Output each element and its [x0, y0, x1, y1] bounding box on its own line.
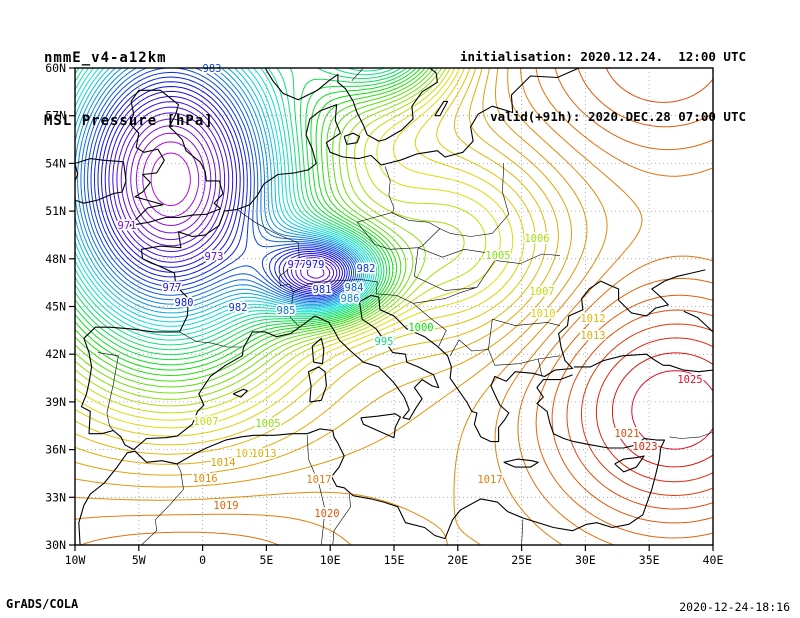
grads-credit: GrADS/COLA	[6, 597, 79, 611]
contour-label: 1025	[677, 374, 702, 386]
contour-label: 1017	[306, 474, 331, 486]
contour-label: 1005	[485, 250, 510, 262]
lon-tick-label: 10W	[65, 553, 86, 567]
contour-label: 1023	[632, 441, 657, 453]
lat-tick-label: 33N	[45, 490, 66, 504]
contour-label: 983	[203, 63, 222, 75]
lon-tick-label: 40E	[703, 553, 724, 567]
contour-label: 979	[306, 259, 325, 271]
contour-label: 1021	[614, 428, 639, 440]
contour-label: 986	[341, 293, 360, 305]
contour-label: 973	[205, 251, 224, 263]
contour-label: 1012	[235, 448, 260, 460]
lat-tick-label: 36N	[45, 443, 66, 457]
lat-tick-label: 54N	[45, 156, 66, 170]
contour-label: 981	[313, 284, 332, 296]
contour-label: 1000	[408, 322, 433, 334]
contour-label: 1014	[210, 457, 235, 469]
valid-time-label: valid(+91h): 2020.DEC.28 07:00 UTC	[490, 109, 746, 124]
contour-label: 1020	[314, 508, 339, 520]
lon-tick-label: 30E	[575, 553, 596, 567]
contour-label: 1010	[530, 308, 555, 320]
contour-label: 971	[118, 220, 137, 232]
lat-tick-label: 45N	[45, 300, 66, 314]
contour-label: 982	[229, 302, 248, 314]
contour-label: 1013	[580, 330, 605, 342]
creation-timestamp: 2020-12-24-18:16	[679, 600, 790, 614]
contour-label: 995	[375, 336, 394, 348]
lon-tick-label: 0	[199, 553, 206, 567]
lat-tick-label: 42N	[45, 347, 66, 361]
contour-label: 1016	[192, 473, 217, 485]
contour-label: 1013	[251, 448, 276, 460]
country-borders	[97, 68, 713, 545]
lat-tick-label: 57N	[45, 109, 66, 123]
lat-tick-label: 30N	[45, 538, 66, 552]
lon-tick-label: 5E	[259, 553, 273, 567]
contour-label: 1007	[193, 416, 218, 428]
lon-tick-label: 35E	[639, 553, 660, 567]
contour-label: 977	[288, 259, 307, 271]
plot-header-right: initialisation: 2020.12.24. 12:00 UTC va…	[460, 7, 746, 167]
contour-label: 1005	[255, 418, 280, 430]
contour-label: 1012	[580, 313, 605, 325]
coastlines	[75, 68, 713, 545]
field-name: MSL Pressure [hPa]	[44, 113, 214, 129]
init-time-label: initialisation: 2020.12.24. 12:00 UTC	[460, 49, 746, 64]
lon-tick-label: 5W	[132, 553, 146, 567]
contour-label: 1017	[477, 474, 502, 486]
plot-header-left: nmmE_v4-a12km MSL Pressure [hPa]	[44, 6, 214, 174]
lat-tick-label: 60N	[45, 61, 66, 75]
lat-tick-label: 48N	[45, 252, 66, 266]
lon-tick-label: 25E	[511, 553, 532, 567]
lon-tick-label: 20E	[447, 553, 468, 567]
lon-tick-label: 15E	[384, 553, 405, 567]
contour-label: 984	[345, 282, 364, 294]
axis-ticks	[69, 67, 714, 551]
model-name: nmmE_v4-a12km	[44, 50, 167, 66]
contour-label: 980	[175, 297, 194, 309]
lon-tick-label: 10E	[320, 553, 341, 567]
contour-label: 1019	[213, 500, 238, 512]
contour-label: 977	[163, 282, 182, 294]
contour-label: 982	[357, 263, 376, 275]
axis-labels: 10W 5W 0 5E 10E 15E 20E 25E 30E 35E 40E 30N 33N 36N 39…	[45, 61, 723, 567]
lat-tick-label: 51N	[45, 204, 66, 218]
contour-label: 1007	[529, 286, 554, 298]
lat-tick-label: 39N	[45, 395, 66, 409]
contour-label: 1006	[524, 233, 549, 245]
contour-label: 985	[277, 305, 296, 317]
